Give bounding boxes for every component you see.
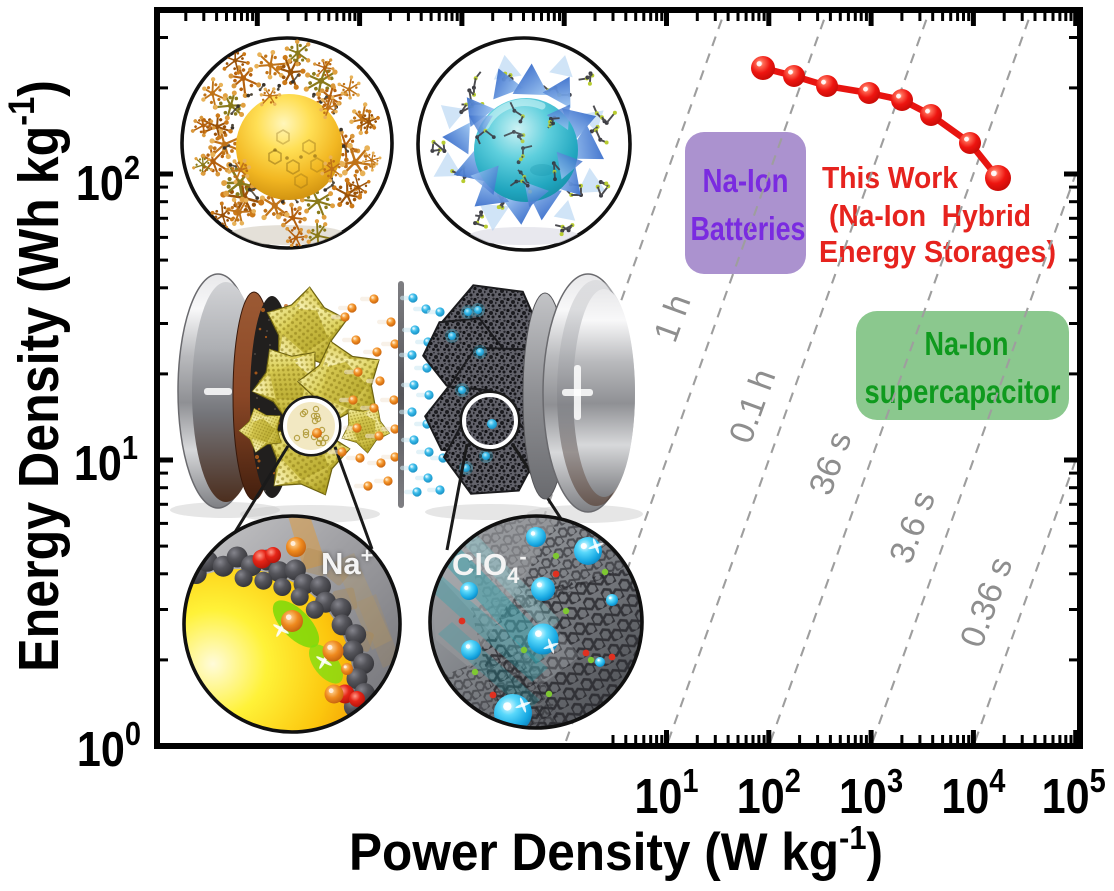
svg-text:(Na-Ion Hybrid: (Na-Ion Hybrid — [829, 198, 1031, 233]
svg-text:supercapacitor: supercapacitor — [865, 373, 1061, 410]
svg-text:This Work: This Work — [822, 160, 959, 195]
svg-text:Na-Ion: Na-Ion — [925, 325, 1009, 362]
svg-text:Energy Storages): Energy Storages) — [819, 234, 1056, 269]
svg-text:Energy Density (Wh kg-1): Energy Density (Wh kg-1) — [1, 80, 71, 672]
svg-text:Batteries: Batteries — [691, 210, 806, 247]
svg-text:Power Density (W kg-1): Power Density (W kg-1) — [349, 819, 883, 882]
svg-text:Na-Ion: Na-Ion — [703, 162, 789, 199]
